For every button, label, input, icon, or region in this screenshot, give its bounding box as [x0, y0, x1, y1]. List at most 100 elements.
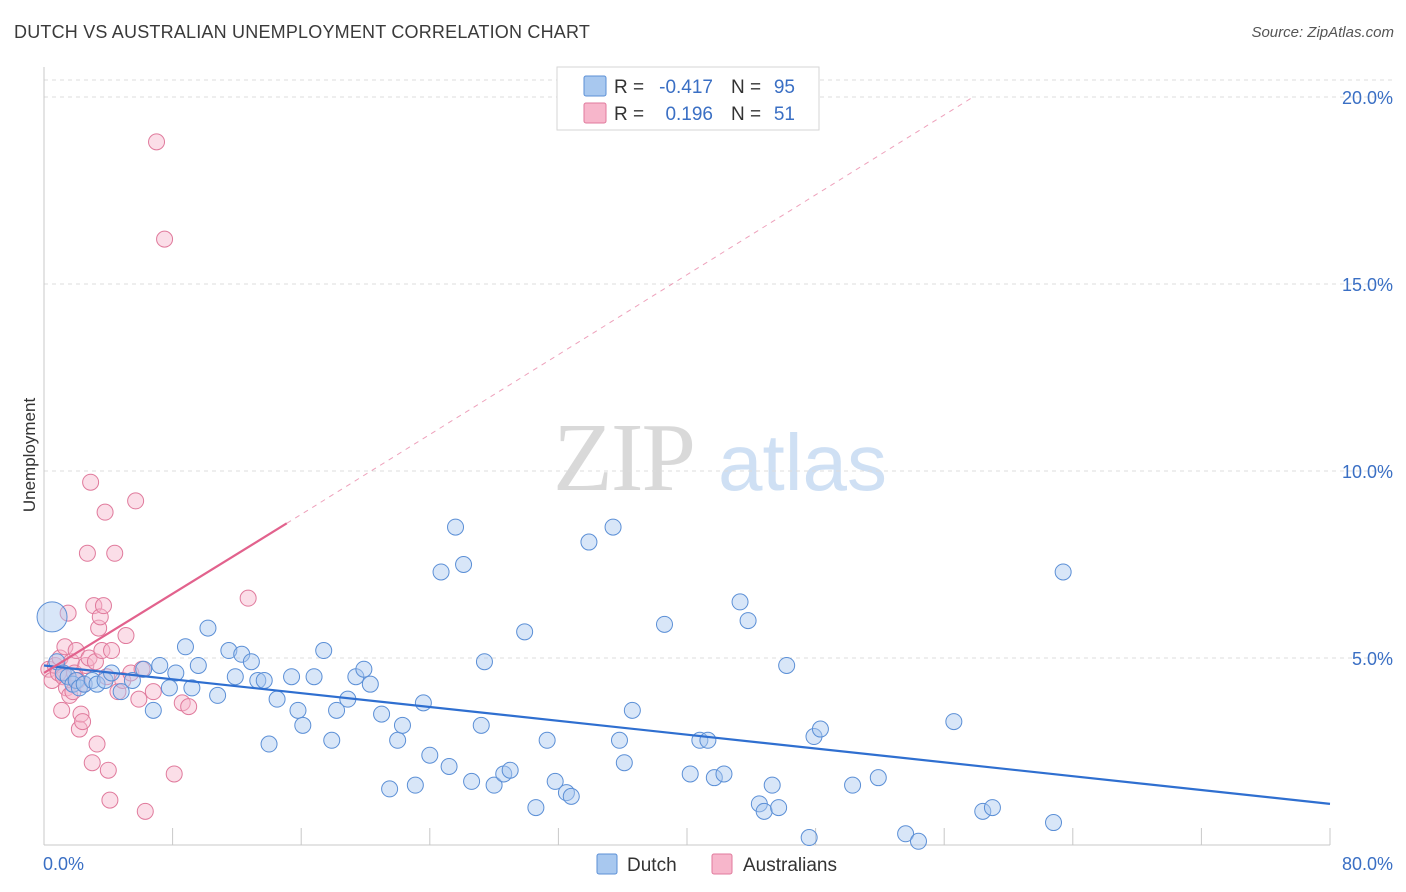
dutch-point [289, 701, 307, 719]
australians-point [53, 701, 71, 719]
dutch-point [945, 713, 963, 731]
legend-n-label-australians: N = [731, 104, 761, 125]
dutch-point [220, 642, 238, 660]
dutch-point [1054, 563, 1072, 581]
dutch-swatch [583, 75, 607, 97]
dutch-point [328, 701, 346, 719]
dutch-point [373, 705, 391, 723]
dutch-point [189, 656, 207, 674]
dutch-points [36, 518, 1072, 850]
dutch-point [1045, 814, 1063, 832]
dutch-point [610, 731, 628, 749]
dutch-point [440, 757, 458, 775]
dutch-point [527, 799, 545, 817]
australians-point [59, 604, 77, 622]
australians-point [127, 492, 145, 510]
dutch-point [260, 735, 278, 753]
dutch-point [475, 653, 493, 671]
dutch-point [406, 776, 424, 794]
dutch-point [546, 772, 564, 790]
dutch-point [869, 769, 887, 787]
dutch-point [501, 761, 519, 779]
legend-n-value-dutch: 95 [774, 77, 795, 98]
australians-point [94, 597, 112, 615]
dutch-point [268, 690, 286, 708]
dutch-point [604, 518, 622, 536]
dutch-point [226, 668, 244, 686]
dutch-point [315, 642, 333, 660]
correlation-legend: R = -0.417 N = 95 R = 0.196 N = 51 [556, 66, 820, 131]
dutch-point [655, 615, 673, 633]
dutch-point [778, 656, 796, 674]
australians-point [165, 765, 183, 783]
chart-title: DUTCH VS AUSTRALIAN UNEMPLOYMENT CORRELA… [14, 22, 591, 42]
dutch-point [485, 776, 503, 794]
series-legend: Dutch Australians [596, 853, 837, 876]
dutch-point [623, 701, 641, 719]
bottom-australians-swatch [711, 853, 733, 875]
watermark-atlas: atlas [718, 418, 887, 507]
dutch-point [516, 623, 534, 641]
y-tick-label: 5.0% [1352, 649, 1393, 669]
dutch-point [463, 772, 481, 790]
bottom-legend-australians: Australians [743, 855, 837, 876]
x-tick-min: 0.0% [43, 854, 84, 874]
dutch-point [455, 556, 473, 573]
x-tick-max: 80.0% [1342, 854, 1393, 874]
dutch-point [432, 563, 450, 581]
dutch-point [562, 787, 580, 805]
dutch-point [472, 716, 490, 734]
dutch-point [699, 731, 717, 749]
australians-point [144, 683, 162, 701]
dutch-point [983, 799, 1001, 817]
y-axis-label: Unemployment [20, 398, 39, 513]
dutch-point [183, 679, 201, 697]
dutch-point [739, 612, 757, 630]
dutch-point [199, 619, 217, 637]
dutch-point [844, 776, 862, 794]
dutch-point [731, 593, 749, 611]
australians-point [78, 544, 96, 562]
watermark-zip: ZIP [553, 404, 694, 512]
dutch-point [681, 765, 699, 783]
australians-point [101, 791, 119, 809]
y-tick-labels: 5.0% 10.0% 15.0% 20.0% [1342, 88, 1393, 669]
dutch-point [580, 533, 598, 551]
dutch-point [393, 716, 411, 734]
australians-point [156, 230, 174, 248]
australians-point [106, 544, 124, 562]
bottom-dutch-swatch [596, 853, 618, 875]
dutch-point [811, 720, 829, 738]
legend-n-value-australians: 51 [774, 104, 795, 125]
dutch-point [255, 671, 273, 689]
australians-point [96, 503, 114, 521]
dutch-point [151, 656, 169, 674]
australians-trend-line [43, 522, 288, 674]
australians-point [136, 802, 154, 820]
y-tick-label: 20.0% [1342, 88, 1393, 108]
australians-point [56, 638, 74, 656]
dutch-point [381, 780, 399, 798]
trend-lines [43, 96, 1331, 805]
australians-point [91, 608, 109, 626]
dutch-point [75, 675, 93, 693]
dutch-point [160, 679, 178, 697]
dutch-point [800, 829, 818, 847]
dutch-point [421, 746, 439, 764]
australians-point [239, 589, 257, 607]
dutch-point [755, 802, 773, 820]
dutch-point [538, 731, 556, 749]
chart-source: Source: ZipAtlas.com [1251, 24, 1394, 41]
legend-n-label-dutch: N = [731, 77, 761, 98]
australians-point [117, 627, 135, 645]
grid-lines [44, 79, 1393, 659]
dutch-point [909, 832, 927, 850]
australians-point [130, 690, 148, 708]
australians-point [88, 735, 106, 753]
dutch-point [361, 675, 379, 693]
dutch-point [770, 799, 788, 817]
legend-r-label-dutch: R = [614, 77, 644, 98]
dutch-point [389, 731, 407, 749]
dutch-point [167, 664, 185, 682]
